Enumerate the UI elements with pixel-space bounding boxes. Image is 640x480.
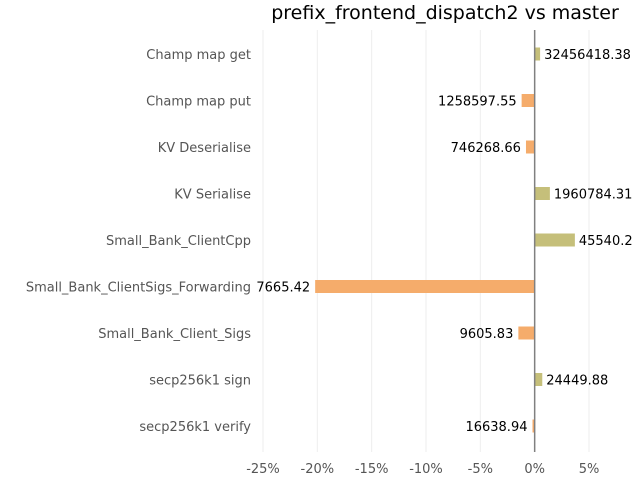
x-tick-label: -25% — [246, 462, 280, 477]
x-tick-label: -20% — [301, 462, 335, 477]
category-label: secp256k1 sign — [149, 374, 251, 389]
data-label: 24449.88 — [546, 374, 608, 389]
bar — [315, 280, 535, 293]
category-label: KV Deserialise — [158, 141, 251, 156]
bar — [518, 326, 535, 340]
grid-lines — [262, 30, 590, 452]
bars — [315, 47, 575, 433]
category-label: Champ map put — [146, 95, 251, 110]
data-label: 45540.2 — [579, 234, 633, 249]
x-tick-label: -10% — [409, 462, 443, 477]
category-labels: Champ map get Champ map put KV Deserialise… — [26, 48, 251, 435]
bar — [534, 187, 550, 200]
category-label: Champ map get — [146, 48, 251, 63]
category-label: secp256k1 verify — [139, 420, 251, 435]
bar — [534, 373, 543, 386]
category-label: Small_Bank_Client_Sigs — [98, 327, 251, 342]
x-tick-label: -5% — [468, 462, 493, 477]
bar — [521, 94, 535, 107]
data-label: 1258597.55 — [438, 95, 517, 110]
chart-title: prefix_frontend_dispatch2 vs master — [271, 2, 619, 24]
x-tick-labels: -25% -20% -15% -10% -5% 0% 5% — [246, 462, 599, 477]
category-label: Small_Bank_ClientSigs_Forwarding — [26, 281, 251, 296]
x-tick-label: 5% — [579, 462, 600, 477]
bar — [534, 233, 575, 247]
bar — [534, 47, 541, 61]
bar — [532, 419, 535, 433]
category-label: KV Serialise — [174, 188, 251, 203]
data-label: 746268.66 — [451, 141, 521, 156]
data-label: 7665.42 — [256, 281, 310, 296]
bar — [525, 140, 535, 154]
category-label: Small_Bank_ClientCpp — [106, 234, 251, 249]
x-tick-label: 0% — [524, 462, 545, 477]
data-label: 1960784.31 — [554, 188, 633, 203]
data-label: 32456418.38 — [544, 48, 631, 63]
x-tick-label: -15% — [355, 462, 389, 477]
data-label: 9605.83 — [460, 327, 514, 342]
data-labels: 32456418.38 1258597.55 746268.66 1960784.31… — [256, 48, 632, 435]
data-label: 16638.94 — [465, 420, 527, 435]
